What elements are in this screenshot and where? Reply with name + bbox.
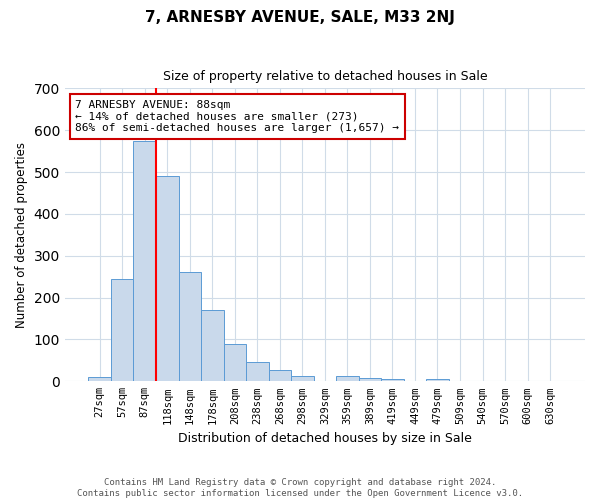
Bar	[359, 378, 381, 382]
Bar	[336, 376, 359, 382]
Text: 7 ARNESBY AVENUE: 88sqm
← 14% of detached houses are smaller (273)
86% of semi-d: 7 ARNESBY AVENUE: 88sqm ← 14% of detache…	[75, 100, 399, 134]
Bar	[269, 370, 291, 382]
Bar	[133, 140, 156, 382]
Bar	[201, 310, 224, 382]
X-axis label: Distribution of detached houses by size in Sale: Distribution of detached houses by size …	[178, 432, 472, 445]
Bar	[156, 176, 179, 382]
Bar	[111, 279, 133, 382]
Bar	[179, 272, 201, 382]
Bar	[88, 377, 111, 382]
Bar	[381, 379, 404, 382]
Bar	[224, 344, 246, 382]
Bar	[246, 362, 269, 382]
Text: 7, ARNESBY AVENUE, SALE, M33 2NJ: 7, ARNESBY AVENUE, SALE, M33 2NJ	[145, 10, 455, 25]
Text: Contains HM Land Registry data © Crown copyright and database right 2024.
Contai: Contains HM Land Registry data © Crown c…	[77, 478, 523, 498]
Title: Size of property relative to detached houses in Sale: Size of property relative to detached ho…	[163, 70, 487, 83]
Bar	[291, 376, 314, 382]
Bar	[426, 379, 449, 382]
Y-axis label: Number of detached properties: Number of detached properties	[15, 142, 28, 328]
